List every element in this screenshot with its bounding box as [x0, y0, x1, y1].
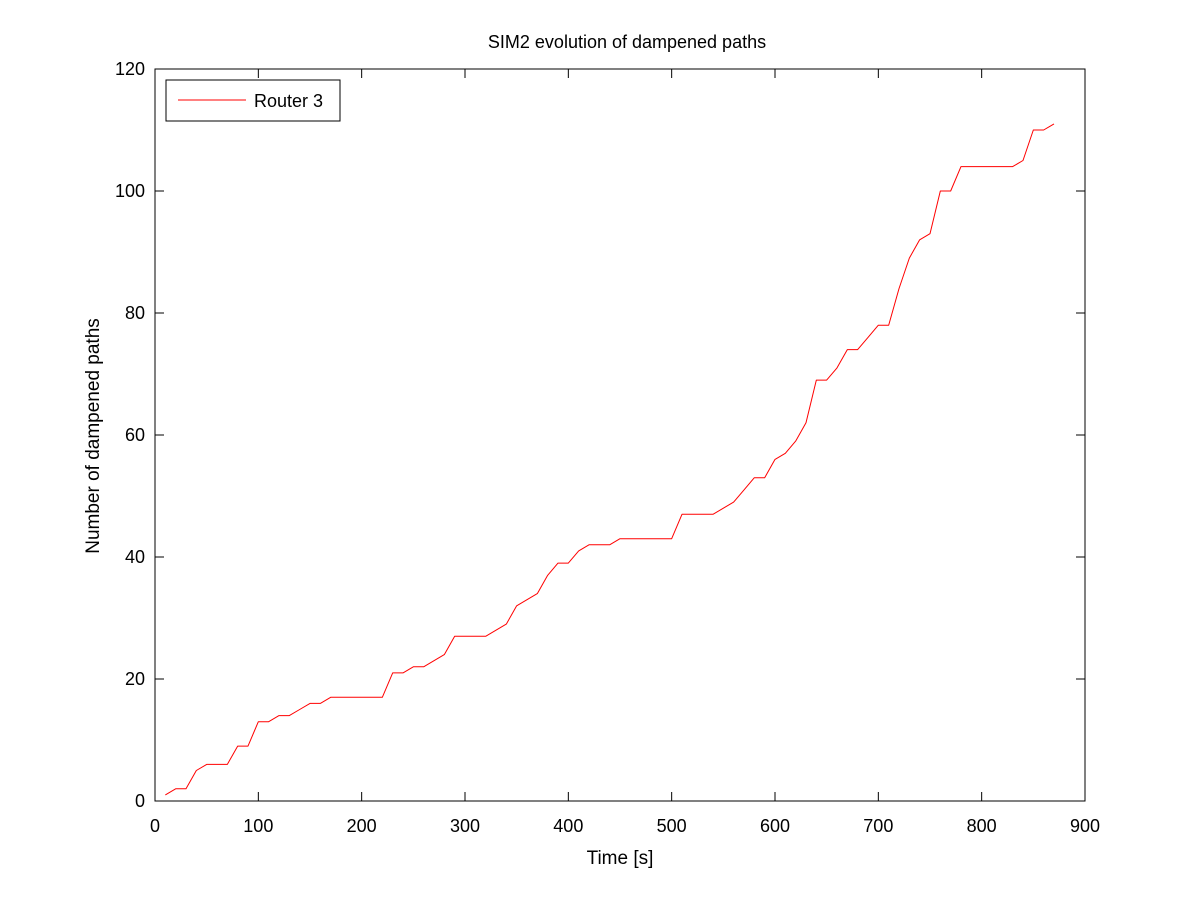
series-line-router-3 — [165, 123, 1055, 796]
legend: Router 3 — [165, 79, 341, 122]
x-tick-label: 700 — [863, 816, 893, 836]
series-layer — [165, 123, 1055, 796]
x-tick-label: 200 — [347, 816, 377, 836]
x-tick-label: 400 — [553, 816, 583, 836]
chart-title: SIM2 evolution of dampened paths — [488, 32, 766, 52]
y-tick-label: 80 — [125, 303, 145, 323]
y-axis-label: Number of dampened paths — [83, 318, 104, 554]
x-tick-label: 100 — [243, 816, 273, 836]
x-tick-label: 800 — [967, 816, 997, 836]
y-tick-label: 120 — [115, 59, 145, 79]
x-axis-ticks: 0 100 200 300 400 500 600 700 800 900 — [150, 69, 1100, 836]
x-tick-label: 900 — [1070, 816, 1100, 836]
y-tick-label: 20 — [125, 669, 145, 689]
x-tick-label: 0 — [150, 816, 160, 836]
y-tick-label: 40 — [125, 547, 145, 567]
y-tick-label: 100 — [115, 181, 145, 201]
y-tick-label: 60 — [125, 425, 145, 445]
y-tick-label: 0 — [135, 791, 145, 811]
x-tick-label: 600 — [760, 816, 790, 836]
legend-label-router-3: Router 3 — [254, 91, 323, 111]
plot-area: 0 100 200 300 400 500 600 700 800 900 0 20 40 60 80 10… — [115, 59, 1100, 836]
x-axis-label: Time [s] — [587, 848, 654, 869]
y-axis-ticks: 0 20 40 60 80 100 120 — [115, 59, 1085, 811]
x-tick-label: 500 — [657, 816, 687, 836]
x-tick-label: 300 — [450, 816, 480, 836]
